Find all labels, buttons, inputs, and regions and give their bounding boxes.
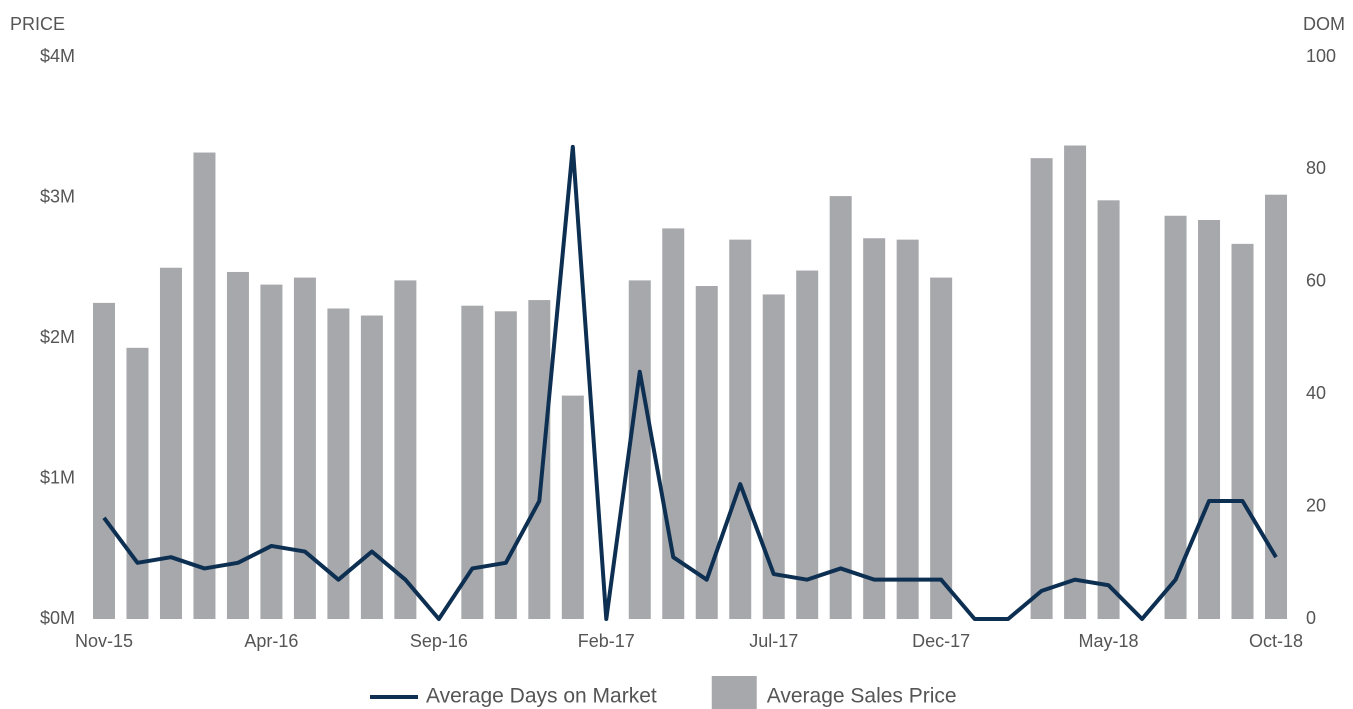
bar [729, 239, 752, 619]
bar [126, 347, 149, 619]
legend-swatch [711, 676, 757, 709]
bar [896, 239, 919, 619]
x-tick-label: Sep-16 [410, 631, 468, 651]
bar [1097, 200, 1120, 619]
bar [796, 270, 819, 619]
y2-tick-label: 60 [1306, 271, 1326, 291]
x-tick-label: Nov-15 [75, 631, 133, 651]
y-tick-label: $4M [40, 46, 75, 66]
y-axis-title: PRICE [10, 14, 65, 34]
bar [695, 286, 718, 619]
bar [829, 196, 852, 619]
bar [494, 311, 517, 619]
y-tick-label: $2M [40, 327, 75, 347]
legend-label: Average Sales Price [767, 685, 957, 708]
bar [327, 308, 350, 619]
bar [628, 280, 651, 619]
x-tick-label: Dec-17 [912, 631, 970, 651]
x-tick-label: Jul-17 [749, 631, 798, 651]
bar [360, 315, 383, 619]
bar [226, 271, 249, 619]
bar [1265, 194, 1287, 619]
y2-tick-label: 40 [1306, 383, 1326, 403]
bar [394, 280, 417, 619]
y-tick-label: $1M [40, 467, 75, 487]
bar [528, 300, 551, 619]
bar [93, 302, 115, 619]
line [102, 144, 1278, 621]
x-tick-label: Feb-17 [578, 631, 635, 651]
x-tick-label: May-18 [1079, 631, 1139, 651]
y2-tick-label: 0 [1306, 608, 1316, 628]
legend-label: Average Days on Market [426, 685, 657, 708]
y2-tick-label: 100 [1306, 46, 1336, 66]
bar [1198, 219, 1221, 620]
bar [1064, 145, 1087, 619]
x-tick-label: Apr-16 [244, 631, 298, 651]
y2-tick-label: 20 [1306, 495, 1326, 515]
x-tick-label: Oct-18 [1249, 631, 1303, 651]
bar [762, 294, 785, 619]
bar [561, 395, 584, 619]
bar [260, 284, 283, 619]
y-tick-label: $3M [40, 186, 75, 206]
bar [193, 152, 216, 620]
bar [461, 305, 484, 619]
y2-tick-label: 80 [1306, 158, 1326, 178]
bar [863, 238, 886, 619]
y2-axis-title: DOM [1303, 14, 1345, 34]
y-tick-label: $0M [40, 608, 75, 628]
bar [159, 267, 182, 619]
bar [930, 277, 953, 619]
bar [293, 277, 316, 619]
bar [1164, 215, 1187, 619]
bar [1231, 243, 1254, 620]
bar [1030, 158, 1053, 619]
